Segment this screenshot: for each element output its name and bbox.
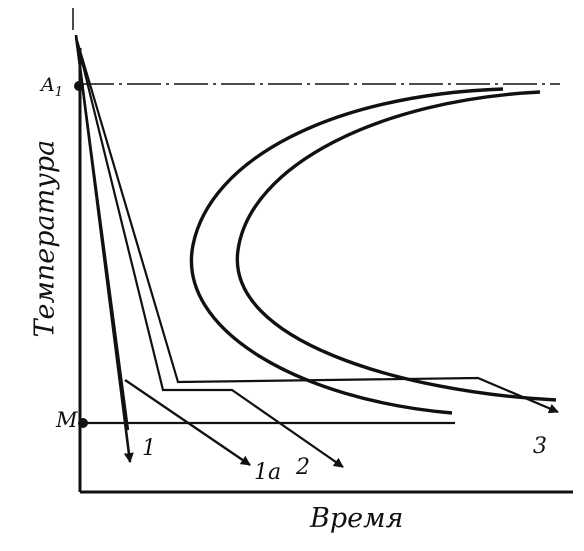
curve-label-1: 1 bbox=[142, 436, 156, 461]
cooling-curve-1-branch bbox=[74, 36, 130, 431]
a1-letter: A bbox=[41, 74, 55, 96]
cooling-curve-3 bbox=[74, 36, 559, 414]
m-label: M bbox=[56, 408, 78, 432]
x-axis-label: Время bbox=[310, 503, 404, 534]
m-point bbox=[78, 418, 88, 428]
y-axis-label: Температура bbox=[29, 139, 61, 338]
cooling-curve-1a bbox=[124, 379, 251, 466]
curve-label-2: 2 bbox=[296, 455, 310, 480]
cooling-curve-2 bbox=[74, 36, 344, 468]
curve-label-3: 3 bbox=[533, 434, 547, 459]
c-curve-start bbox=[189, 87, 504, 415]
a1-subscript: 1 bbox=[54, 84, 64, 100]
a1-label: A1 bbox=[41, 74, 63, 100]
curve-label-1a: 1a bbox=[254, 460, 282, 485]
c-curve-finish bbox=[235, 90, 557, 402]
